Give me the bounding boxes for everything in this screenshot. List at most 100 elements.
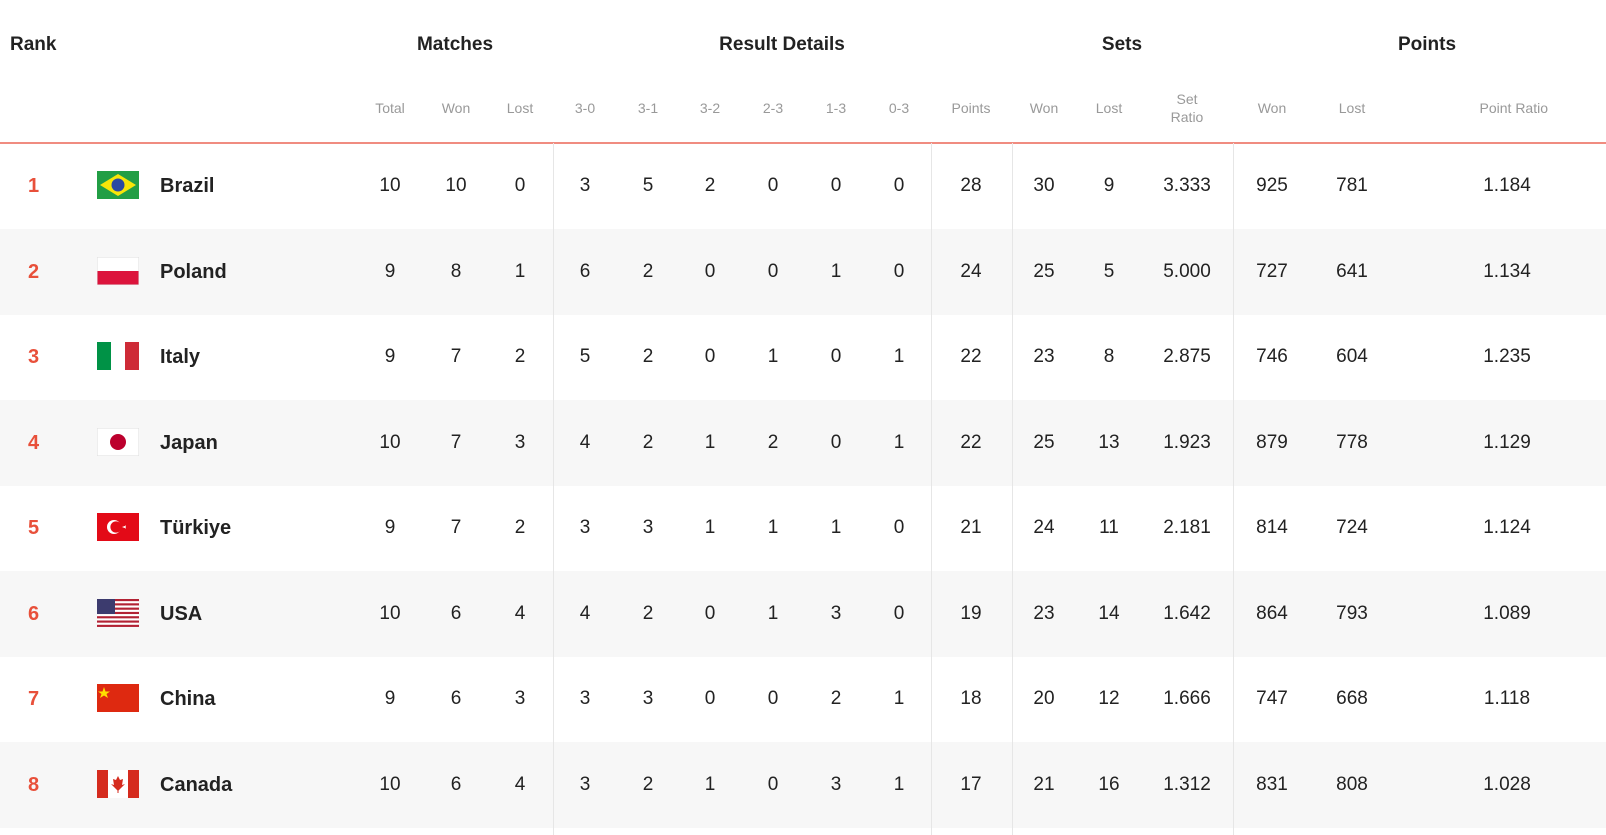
group-header: Rank	[10, 34, 57, 55]
stat-cell: 7	[450, 517, 462, 538]
table-row: 6 USA 10 6 4 4 2 0 1 3 0 19 23 14 1.642 864 793 1.089	[0, 570, 1606, 657]
stat-cell: 24	[1033, 517, 1055, 538]
stat-cell: 1	[893, 688, 905, 709]
flag	[97, 513, 139, 541]
stat-cell: 6	[450, 602, 462, 624]
group-header: Matches	[416, 34, 494, 55]
flag-icon	[97, 598, 139, 632]
stat-cell: 781	[1336, 175, 1368, 196]
rank: 4	[28, 431, 40, 454]
stat-cell: 16	[1098, 773, 1120, 795]
stat-cell: 746	[1256, 346, 1288, 367]
stat-cell: 1.089	[1483, 602, 1531, 624]
column-header: Points	[951, 100, 991, 116]
stat-cell: 727	[1256, 260, 1288, 282]
stat-cell: 1	[893, 346, 905, 367]
column-header: 1-3	[825, 100, 847, 116]
rank: 1	[28, 175, 40, 197]
flag	[96, 427, 140, 456]
stat-cell: 3	[642, 688, 654, 709]
stat-cell: 6	[450, 773, 462, 795]
stat-cell: 1.312	[1163, 773, 1211, 795]
stat-cell: 8	[450, 260, 462, 282]
stat-cell: 0	[704, 260, 716, 282]
stat-cell: 25	[1033, 431, 1055, 453]
column-header: 2-3	[762, 100, 784, 116]
team-name: Canada	[160, 773, 233, 796]
stat-cell: 21	[1033, 773, 1055, 795]
stat-cell: 1.028	[1483, 773, 1531, 795]
stat-cell: 2	[642, 260, 654, 282]
flag-icon	[96, 427, 140, 461]
table-row: 3 Italy 9 7 2 5 2 0 1 0 1 22 23 8 2.875 746 604 1.235	[0, 314, 1606, 400]
flag	[97, 598, 139, 627]
stat-cell: 3	[642, 517, 654, 538]
stat-cell: 0	[830, 175, 842, 196]
stat-cell: 2.875	[1163, 346, 1211, 367]
flag-icon	[96, 256, 140, 290]
group-header: Sets	[1101, 34, 1143, 55]
column-header: Won	[1029, 100, 1059, 116]
stat-cell: 7	[450, 431, 462, 453]
stat-cell: 1	[767, 346, 779, 367]
stat-cell: 778	[1336, 431, 1368, 453]
stat-cell: 2	[514, 346, 526, 367]
rank: 8	[28, 773, 40, 796]
stat-cell: 0	[830, 431, 842, 453]
table-row: 5 Türkiye 9 7 2 3 3 1 1 1 0 21 24 11 2.181 814 724 1.124	[0, 485, 1606, 571]
stat-cell: 17	[960, 773, 982, 795]
stat-cell: 814	[1256, 517, 1288, 538]
stat-cell: 23	[1033, 346, 1055, 367]
stat-cell: 1	[704, 773, 716, 795]
stat-cell: 4	[579, 431, 591, 453]
team-name: Türkiye	[160, 517, 232, 539]
stat-cell: 5.000	[1163, 260, 1211, 282]
team-name: Poland	[160, 260, 227, 283]
stat-cell: 1	[830, 517, 842, 538]
stat-cell: 1.642	[1163, 602, 1211, 624]
column-separator	[553, 143, 554, 835]
stat-cell: 28	[960, 175, 982, 196]
stat-cell: 1	[514, 260, 526, 282]
team-name: USA	[160, 602, 203, 625]
flag-icon	[97, 769, 139, 803]
stat-cell: 0	[514, 175, 526, 196]
flag-icon	[97, 171, 139, 204]
stat-cell: 3.333	[1163, 175, 1211, 196]
stat-cell: 0	[704, 602, 716, 624]
stat-cell: 3	[579, 517, 591, 538]
table-row: 8 Canada 10 6 4 3 2 1 0 3 1 17 21 16 1.312 831 808 1.028	[0, 741, 1606, 828]
table-row: 7 China 9 6 3 3 3 0 0 2 1 18 20 12 1.666 747 668 1.118	[0, 656, 1606, 742]
stat-cell: 1	[893, 431, 905, 453]
table-row: 2 Poland 9 8 1 6 2 0 0 1 0 24 25 5 5.000 727 641 1.134	[0, 228, 1606, 315]
column-header: Lost	[1095, 100, 1123, 116]
stat-cell: 24	[960, 260, 982, 282]
stat-cell: 0	[767, 688, 779, 709]
stat-cell: 1	[767, 517, 779, 538]
team-name: Italy	[160, 346, 201, 368]
stat-cell: 3	[579, 773, 591, 795]
stat-cell: 641	[1336, 260, 1368, 282]
stat-cell: 1.134	[1483, 260, 1531, 282]
stat-cell: 4	[514, 602, 526, 624]
rank: 3	[28, 346, 40, 368]
stat-cell: 0	[767, 773, 779, 795]
group-header: Points	[1397, 34, 1457, 55]
stat-cell: 808	[1336, 773, 1368, 795]
stat-cell: 604	[1336, 346, 1368, 367]
stat-cell: 5	[642, 175, 654, 196]
column-header: Total	[375, 100, 405, 116]
stat-cell: 724	[1336, 517, 1368, 538]
column-header: Won	[1257, 100, 1287, 116]
stat-cell: 3	[830, 602, 842, 624]
rank: 6	[28, 602, 40, 625]
stat-cell: 5	[1103, 260, 1115, 282]
column-header: Lost	[1338, 100, 1366, 116]
stat-cell: 10	[379, 773, 401, 795]
stat-cell: 1.129	[1483, 431, 1531, 453]
flag	[97, 342, 139, 370]
stat-cell: 2	[767, 431, 779, 453]
flag	[96, 256, 140, 285]
column-header: Set Ratio	[1170, 91, 1204, 125]
stat-cell: 1.666	[1163, 688, 1211, 709]
